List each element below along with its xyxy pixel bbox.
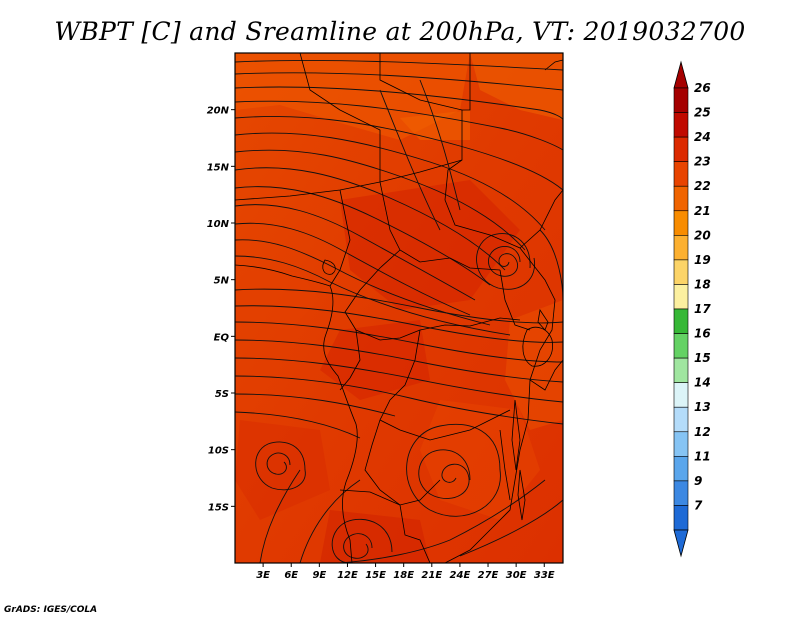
colorbar-label: 7 (694, 498, 703, 512)
lakes (322, 259, 553, 521)
colorbar-swatch (673, 112, 689, 138)
longitude-axis: 3E 6E 9E 12E 15E 18E 21E 24E 27E 30E 33E (256, 563, 555, 581)
colorbar-label: 17 (694, 302, 711, 316)
latitude-axis: 20N 15N 10N 5N EQ 5S 10S 15S (207, 106, 235, 513)
colorbar-swatch (673, 431, 689, 457)
grads-credit: GrADS: IGES/COLA (4, 605, 97, 615)
lon-tick-label: 3E (256, 570, 270, 581)
lat-tick-label: EQ (214, 332, 230, 343)
figure-title: WBPT [C] and Sreamline at 200hPa, VT: 20… (54, 17, 745, 46)
colorbar-swatch (673, 406, 689, 433)
lon-tick-label: 24E (450, 570, 471, 581)
lon-tick-label: 21E (421, 570, 442, 581)
colorbar-swatch (673, 308, 689, 334)
lat-tick-label: 5N (214, 276, 230, 287)
lon-tick-label: 30E (506, 570, 527, 581)
colorbar-swatch (673, 333, 689, 359)
colorbar-swatch (673, 505, 689, 531)
colorbar-label: 20 (694, 228, 711, 242)
colorbar-swatch (673, 136, 689, 162)
colorbar-swatch (673, 357, 689, 383)
lon-tick-label: 12E (337, 570, 358, 581)
colorbar-label: 18 (694, 277, 711, 291)
colorbar-label: 22 (694, 179, 711, 193)
lat-tick-label: 15N (207, 162, 230, 173)
colorbar-label: 12 (694, 425, 711, 439)
colorbar: 26 25 24 23 22 21 20 19 18 17 16 15 14 13 12 11 9 7 (673, 60, 711, 558)
colorbar-label: 21 (694, 204, 711, 218)
colorbar-label: 24 (694, 130, 711, 144)
lon-tick-label: 27E (478, 570, 499, 581)
colorbar-label: 25 (694, 106, 711, 120)
country-borders (235, 53, 563, 563)
colorbar-label: 11 (694, 449, 711, 463)
colorbar-label: 26 (694, 81, 711, 95)
colorbar-swatch (673, 259, 689, 285)
lon-tick-label: 6E (284, 570, 298, 581)
colorbar-swatch (673, 210, 689, 236)
colorbar-top-arrow (673, 60, 689, 89)
lon-tick-label: 18E (393, 570, 414, 581)
lon-tick-label: 9E (312, 570, 326, 581)
colorbar-label: 15 (694, 351, 711, 365)
lat-tick-label: 5S (215, 389, 229, 400)
colorbar-label: 14 (694, 376, 711, 390)
colorbar-swatch (673, 161, 689, 187)
lon-tick-label: 15E (365, 570, 386, 581)
map-frame (234, 52, 564, 564)
colorbar-label: 9 (694, 474, 702, 488)
colorbar-bottom-arrow (673, 529, 689, 558)
lat-tick-label: 10S (208, 446, 229, 457)
lat-tick-label: 15S (208, 502, 229, 513)
colorbar-swatch (673, 456, 689, 482)
colorbar-label: 23 (694, 155, 711, 169)
colorbar-label: 19 (694, 253, 711, 267)
colorbar-label: 16 (694, 327, 711, 341)
lat-tick-label: 20N (207, 106, 230, 117)
lat-tick-label: 10N (207, 219, 230, 230)
lon-tick-label: 33E (534, 570, 555, 581)
colorbar-swatch (673, 382, 689, 408)
colorbar-swatch (673, 235, 689, 261)
colorbar-swatch (673, 480, 689, 506)
colorbar-swatch (673, 284, 689, 310)
colorbar-swatch (673, 87, 689, 113)
colorbar-label: 13 (694, 400, 711, 414)
colorbar-swatch (673, 185, 689, 212)
